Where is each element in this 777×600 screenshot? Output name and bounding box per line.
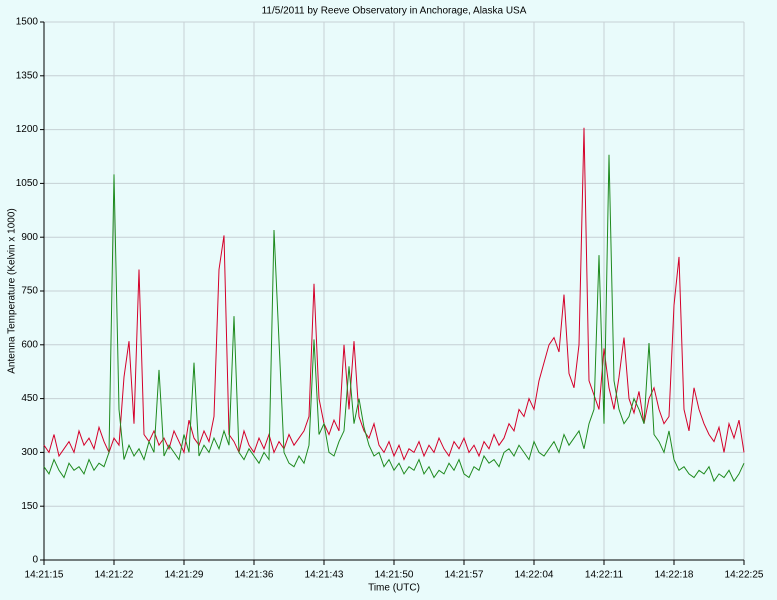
y-tick-label: 0: [32, 555, 38, 566]
y-tick-label: 1500: [16, 17, 39, 28]
y-tick-label: 150: [21, 501, 38, 512]
chart-title: 11/5/2011 by Reeve Observatory in Anchor…: [262, 6, 527, 17]
y-tick-label: 600: [21, 339, 38, 350]
y-tick-label: 900: [21, 232, 38, 243]
y-tick-label: 450: [21, 393, 38, 404]
x-tick-label: 14:21:50: [375, 570, 414, 581]
x-tick-label: 14:21:36: [235, 570, 274, 581]
x-tick-label: 14:22:18: [655, 570, 694, 581]
x-tick-label: 14:21:29: [165, 570, 204, 581]
y-tick-label: 750: [21, 286, 38, 297]
x-tick-label: 14:22:25: [725, 570, 764, 581]
x-tick-label: 14:22:11: [585, 570, 624, 581]
series-line: [43, 154, 745, 483]
x-axis-label: Time (UTC): [368, 583, 420, 594]
x-tick-label: 14:21:57: [445, 570, 484, 581]
y-axis-label: Antenna Temperature (Kelvin x 1000): [7, 208, 18, 373]
y-tick-label: 1350: [16, 70, 39, 81]
series-line: [43, 127, 745, 461]
x-tick-label: 14:22:04: [515, 570, 554, 581]
x-tick-label: 14:21:43: [305, 570, 344, 581]
x-tick-label: 14:21:15: [25, 570, 64, 581]
x-tick-label: 14:21:22: [95, 570, 134, 581]
y-tick-label: 1050: [16, 178, 39, 189]
y-tick-label: 1200: [16, 124, 39, 135]
y-tick-label: 300: [21, 447, 38, 458]
